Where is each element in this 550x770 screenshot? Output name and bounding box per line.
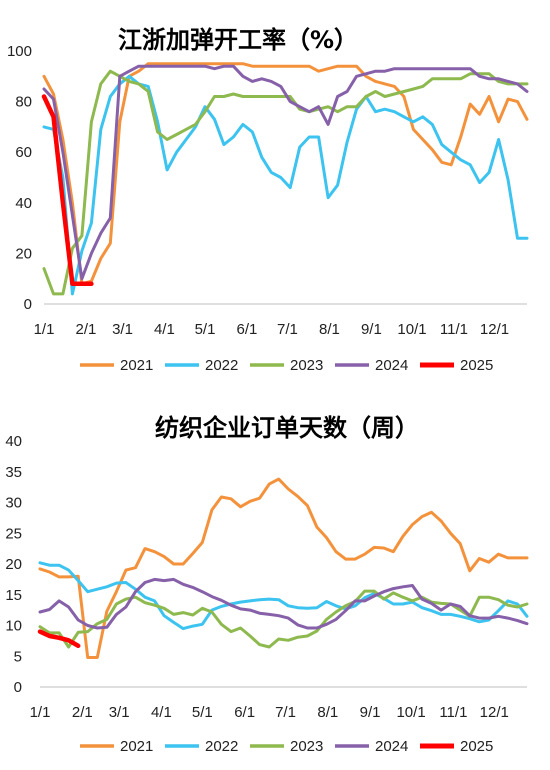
x-tick-label: 1/1 [30,704,51,721]
series-line-2024 [38,577,529,630]
series-line-2021 [38,477,529,659]
y-tick-label: 60 [15,144,32,161]
series-line-2025 [41,94,94,287]
series-line-2023 [38,589,529,649]
series-line-2022 [38,561,529,631]
x-tick-label: 8/1 [317,704,338,721]
y-tick-label: 20 [15,245,32,262]
x-tick-label: 4/1 [154,321,175,338]
y-tick-label: 40 [15,195,32,212]
legend-label-2022: 2022 [205,357,238,374]
series-line-2025 [37,629,81,649]
x-tick-label: 8/1 [319,321,340,338]
legend-label-2024: 2024 [375,738,408,755]
x-tick-label: 4/1 [151,704,172,721]
legend-label-2023: 2023 [290,738,323,755]
y-tick-label: 15 [5,587,22,604]
y-tick-label: 10 [5,618,22,635]
chart-title: 江浙加弹开工率（%） [118,26,358,54]
y-tick-label: 40 [5,433,22,450]
x-tick-label: 2/1 [76,321,97,338]
series-line-2021 [42,62,529,286]
x-tick-label: 3/1 [109,704,130,721]
x-tick-label: 5/1 [192,704,213,721]
chart-title: 纺织企业订单天数（周） [155,414,419,442]
x-tick-label: 12/1 [480,321,509,338]
y-tick-label: 20 [5,556,22,573]
x-tick-label: 1/1 [34,321,55,338]
x-tick-label: 7/1 [275,704,296,721]
legend-label-2025: 2025 [460,738,493,755]
x-tick-label: 6/1 [237,321,258,338]
x-tick-label: 11/1 [440,321,468,338]
x-tick-label: 10/1 [396,704,425,721]
legend-label-2021: 2021 [120,357,153,374]
legend-label-2024: 2024 [375,357,408,374]
y-tick-label: 100 [7,43,32,60]
x-tick-label: 9/1 [360,704,381,721]
legend-label-2023: 2023 [290,357,323,374]
x-tick-label: 2/1 [72,704,93,721]
y-tick-label: 0 [14,679,22,696]
y-tick-label: 5 [14,648,22,665]
x-tick-label: 6/1 [234,704,255,721]
y-tick-label: 25 [5,525,22,542]
chart-1: 江浙加弹开工率（%） 0 20 40 60 80 100 1/1 2/1 3/1 4/1 5/1 6/1… [7,26,529,374]
y-tick-label: 30 [5,495,22,512]
x-tick-label: 11/1 [439,704,467,721]
x-tick-label: 10/1 [397,321,426,338]
y-tick-label: 35 [5,464,22,481]
legend-label-2021: 2021 [120,738,153,755]
y-tick-label: 80 [15,94,32,111]
series-line-2024 [42,64,529,281]
x-tick-label: 7/1 [277,321,298,338]
x-tick-label: 9/1 [361,321,382,338]
x-tick-label: 3/1 [112,321,133,338]
legend-label-2022: 2022 [205,738,238,755]
x-tick-label: 12/1 [480,704,509,721]
legend-label-2025: 2025 [460,357,493,374]
x-tick-label: 5/1 [195,321,216,338]
y-tick-label: 0 [24,296,32,313]
